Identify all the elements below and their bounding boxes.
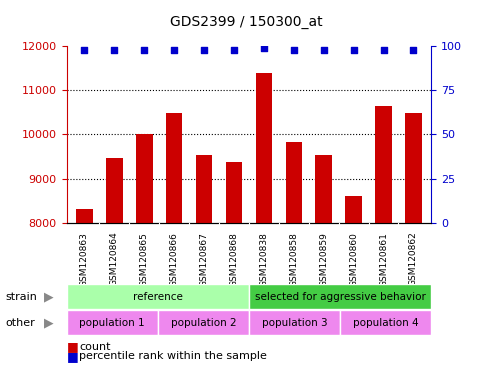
Text: GSM120860: GSM120860 xyxy=(349,232,358,286)
Bar xyxy=(76,209,93,223)
Text: GSM120866: GSM120866 xyxy=(170,232,178,286)
Point xyxy=(200,46,208,53)
Text: GSM120859: GSM120859 xyxy=(319,232,328,286)
Point xyxy=(320,46,328,53)
Text: GSM120858: GSM120858 xyxy=(289,232,298,286)
Bar xyxy=(67,284,249,309)
Text: percentile rank within the sample: percentile rank within the sample xyxy=(79,351,267,361)
Bar xyxy=(136,134,152,223)
Text: GSM120868: GSM120868 xyxy=(230,232,239,286)
Bar xyxy=(346,196,362,223)
Bar xyxy=(196,155,212,223)
Point xyxy=(110,46,118,53)
Text: selected for aggressive behavior: selected for aggressive behavior xyxy=(255,291,425,302)
Text: GDS2399 / 150300_at: GDS2399 / 150300_at xyxy=(170,15,323,29)
Bar xyxy=(285,142,302,223)
Text: GSM120838: GSM120838 xyxy=(259,232,268,286)
Bar xyxy=(249,310,340,335)
Point xyxy=(260,45,268,51)
Point xyxy=(141,46,148,53)
Text: GSM120867: GSM120867 xyxy=(200,232,209,286)
Text: ■: ■ xyxy=(67,340,78,353)
Text: reference: reference xyxy=(133,291,183,302)
Bar xyxy=(106,158,123,223)
Text: population 4: population 4 xyxy=(353,318,419,328)
Bar xyxy=(249,284,431,309)
Text: GSM120861: GSM120861 xyxy=(379,232,388,286)
Bar xyxy=(67,310,158,335)
Text: other: other xyxy=(5,318,35,328)
Bar xyxy=(166,113,182,223)
Point xyxy=(230,46,238,53)
Text: ▶: ▶ xyxy=(43,290,53,303)
Point xyxy=(170,46,178,53)
Bar xyxy=(316,155,332,223)
Bar xyxy=(375,106,392,223)
Bar xyxy=(226,162,242,223)
Text: population 3: population 3 xyxy=(262,318,327,328)
Text: population 1: population 1 xyxy=(79,318,145,328)
Point xyxy=(290,46,298,53)
Point xyxy=(350,46,357,53)
Point xyxy=(80,46,88,53)
Bar xyxy=(158,310,249,335)
Text: GSM120865: GSM120865 xyxy=(140,232,149,286)
Text: count: count xyxy=(79,342,110,352)
Text: GSM120863: GSM120863 xyxy=(80,232,89,286)
Text: ■: ■ xyxy=(67,350,78,363)
Text: GSM120864: GSM120864 xyxy=(110,232,119,286)
Bar xyxy=(340,310,431,335)
Point xyxy=(380,46,387,53)
Point xyxy=(410,46,418,53)
Bar xyxy=(256,73,272,223)
Text: population 2: population 2 xyxy=(171,318,236,328)
Text: ▶: ▶ xyxy=(43,316,53,329)
Text: strain: strain xyxy=(5,291,37,302)
Bar xyxy=(405,113,422,223)
Text: GSM120862: GSM120862 xyxy=(409,232,418,286)
